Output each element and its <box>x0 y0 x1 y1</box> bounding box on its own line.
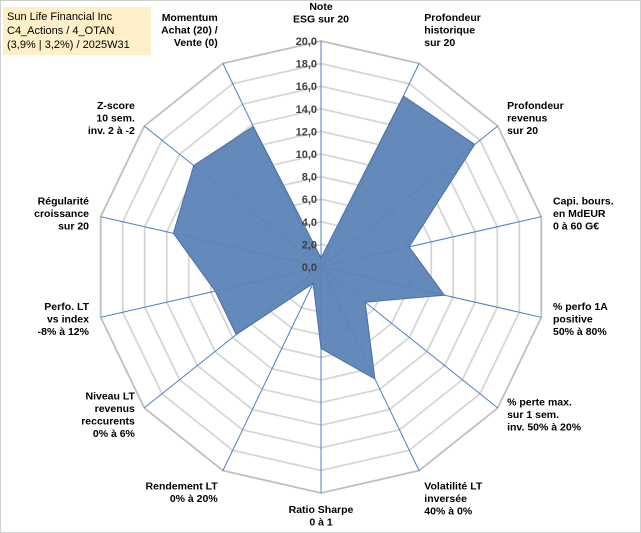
axis-label-line: inv. 50% à 20% <box>507 422 582 434</box>
axis-label-line: Régularité <box>38 195 90 207</box>
axis-label-line: 40% à 0% <box>424 505 473 517</box>
axis-label-line: ESG sur 20 <box>293 14 349 26</box>
axis-label-line: positive <box>553 314 593 326</box>
axis-label: % perte max.sur 1 sem.inv. 50% à 20% <box>507 397 582 434</box>
axis-label-line: Profondeur <box>507 100 564 112</box>
tick-label: 12,0 <box>296 126 317 138</box>
axis-label-line: 10 sem. <box>96 112 135 124</box>
axis-label-line: % perfo 1A <box>553 301 608 313</box>
tick-label: 18,0 <box>296 59 317 71</box>
axis-label: Rendement LT0% à 20% <box>146 480 219 505</box>
axis-label-line: sur 1 sem. <box>507 409 559 421</box>
axis-label-line: revenus <box>95 403 135 415</box>
axis-label-line: Ratio Sharpe <box>289 504 354 516</box>
axis-label-line: revenus <box>507 112 547 124</box>
tick-label: 4,0 <box>302 217 317 229</box>
axis-label-line: Note <box>309 1 332 13</box>
tick-label: 8,0 <box>302 172 317 184</box>
tick-label: 20,0 <box>296 36 317 48</box>
axis-label-line: reccurents <box>81 415 135 427</box>
axis-label-line: sur 20 <box>58 220 89 232</box>
axis-label-line: Z-score <box>97 100 135 112</box>
tick-label: 6,0 <box>302 194 317 206</box>
axis-label-line: Profondeur <box>424 12 481 24</box>
axis-label-line: historique <box>424 25 475 37</box>
axis-label-line: 0 à 60 G€ <box>553 220 599 232</box>
axis-label-line: Perfo. LT <box>44 301 89 313</box>
title-line-2: C4_Actions / 4_OTAN <box>7 25 115 37</box>
tick-label: 10,0 <box>296 149 317 161</box>
axis-label-line: 0% à 6% <box>93 428 136 440</box>
axis-label-line: Achat (20) / <box>161 25 218 37</box>
area-layer <box>172 95 476 380</box>
tick-layer: 0,0 2,0 4,0 6,0 8,0 10,0 12,0 14,0 16,0 18,0 20,0 <box>296 36 317 274</box>
axis-label-line: -8% à 12% <box>38 326 90 338</box>
data-area <box>172 95 476 380</box>
tick-label: 2,0 <box>302 239 317 251</box>
axis-label-line: Capi. bours. <box>553 195 614 207</box>
title-line-3: (3,9% | 3,2%) / 2025W31 <box>7 39 130 51</box>
axis-label-line: Rendement LT <box>146 480 219 492</box>
axis-label-line: Vente (0) <box>174 37 218 49</box>
axis-label-line: sur 20 <box>424 37 455 49</box>
axis-label-line: Niveau LT <box>85 390 135 402</box>
axis-label-line: en MdEUR <box>553 208 606 220</box>
axis-label-line: % perte max. <box>507 397 572 409</box>
axis-label-line: sur 20 <box>507 125 538 137</box>
title-line-1: Sun Life Financial Inc <box>7 11 113 23</box>
axis-label-line: inv. 2 à -2 <box>88 125 135 137</box>
axis-spoke <box>222 266 322 471</box>
axis-label-line: Momentum <box>162 12 218 24</box>
tick-label: 16,0 <box>296 81 317 93</box>
axis-label-line: vs index <box>47 314 89 326</box>
tick-label: 0,0 <box>302 262 317 274</box>
axis-label-line: Volatilité LT <box>424 480 483 492</box>
axis-label-line: 50% à 80% <box>553 326 607 338</box>
axis-label-line: croissance <box>34 208 89 220</box>
axis-label-line: 0% à 20% <box>170 493 219 505</box>
tick-label: 14,0 <box>296 104 317 116</box>
axis-label-line: 0 à 1 <box>309 517 333 529</box>
chart-title-box: Sun Life Financial Inc C4_Actions / 4_OT… <box>3 7 151 55</box>
axis-label-line: inversée <box>424 493 467 505</box>
